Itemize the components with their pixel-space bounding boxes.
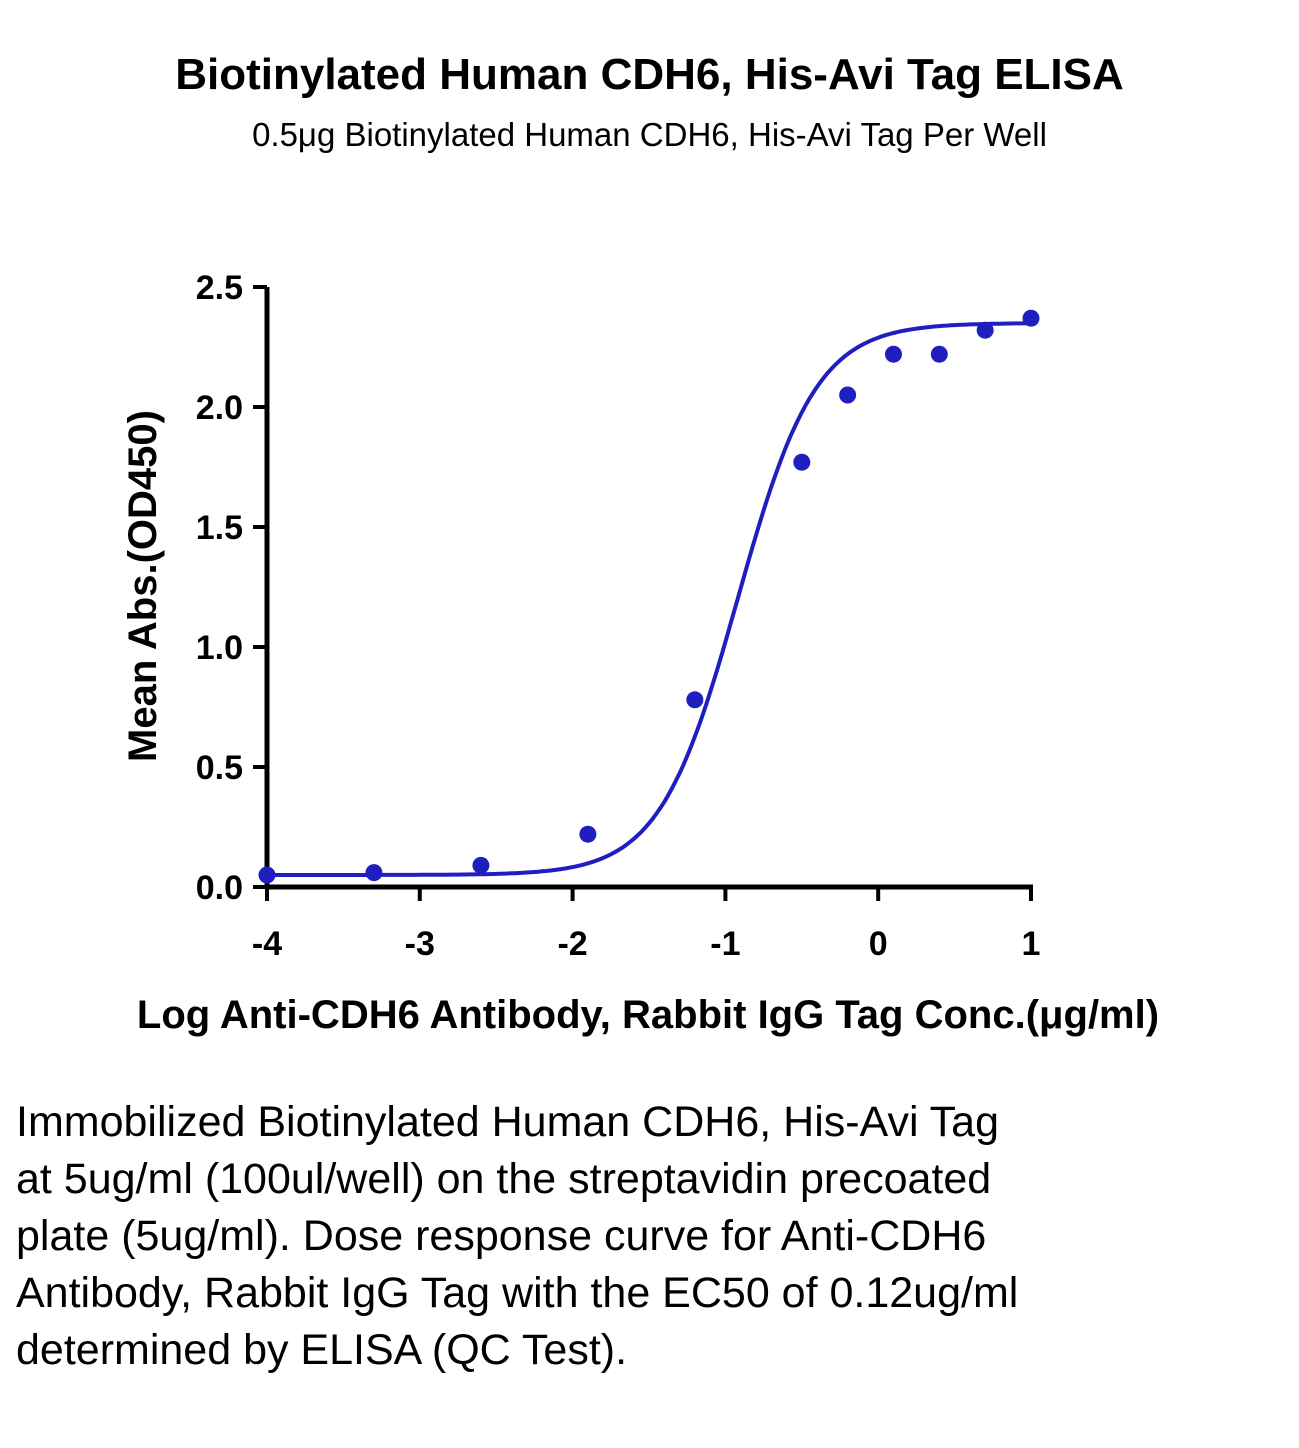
y-tick-label: 0.0 — [196, 869, 243, 907]
x-tick-label: -1 — [710, 925, 740, 963]
data-point — [1022, 309, 1040, 327]
data-point — [579, 825, 597, 843]
y-tick-label: 2.0 — [196, 389, 243, 427]
data-point — [686, 691, 704, 709]
data-point — [472, 856, 490, 874]
data-point — [839, 386, 857, 404]
figure-caption: Immobilized Biotinylated Human CDH6, His… — [16, 1098, 1019, 1374]
x-axis-label: Log Anti-CDH6 Antibody, Rabbit IgG Tag C… — [137, 993, 1159, 1037]
x-tick-label: -3 — [405, 925, 435, 963]
x-tick-label: 1 — [1022, 925, 1041, 963]
data-point — [793, 453, 811, 471]
y-tick-label: 2.5 — [196, 269, 243, 307]
data-point — [258, 866, 276, 884]
data-point — [930, 345, 948, 363]
y-tick-label: 1.0 — [196, 629, 243, 667]
chart-axes: 0.0 0.5 1.0 1.5 2.0 2.5 -4 -3 -2 -1 0 1 — [196, 269, 1041, 963]
data-point — [365, 864, 383, 882]
chart-subtitle: 0.5μg Biotinylated Human CDH6, His-Avi T… — [252, 116, 1047, 153]
data-points — [258, 309, 1040, 884]
y-tick-label: 0.5 — [196, 749, 243, 787]
fit-curve — [267, 321, 1031, 877]
y-tick-label: 1.5 — [196, 509, 243, 547]
x-tick-label: -4 — [252, 925, 282, 963]
data-point — [884, 345, 902, 363]
y-axis-label: Mean Abs.(OD450) — [121, 410, 165, 762]
x-tick-label: -2 — [557, 925, 587, 963]
chart-title: Biotinylated Human CDH6, His-Avi Tag ELI… — [175, 50, 1124, 99]
x-tick-label: 0 — [869, 925, 888, 963]
data-point — [976, 321, 994, 339]
